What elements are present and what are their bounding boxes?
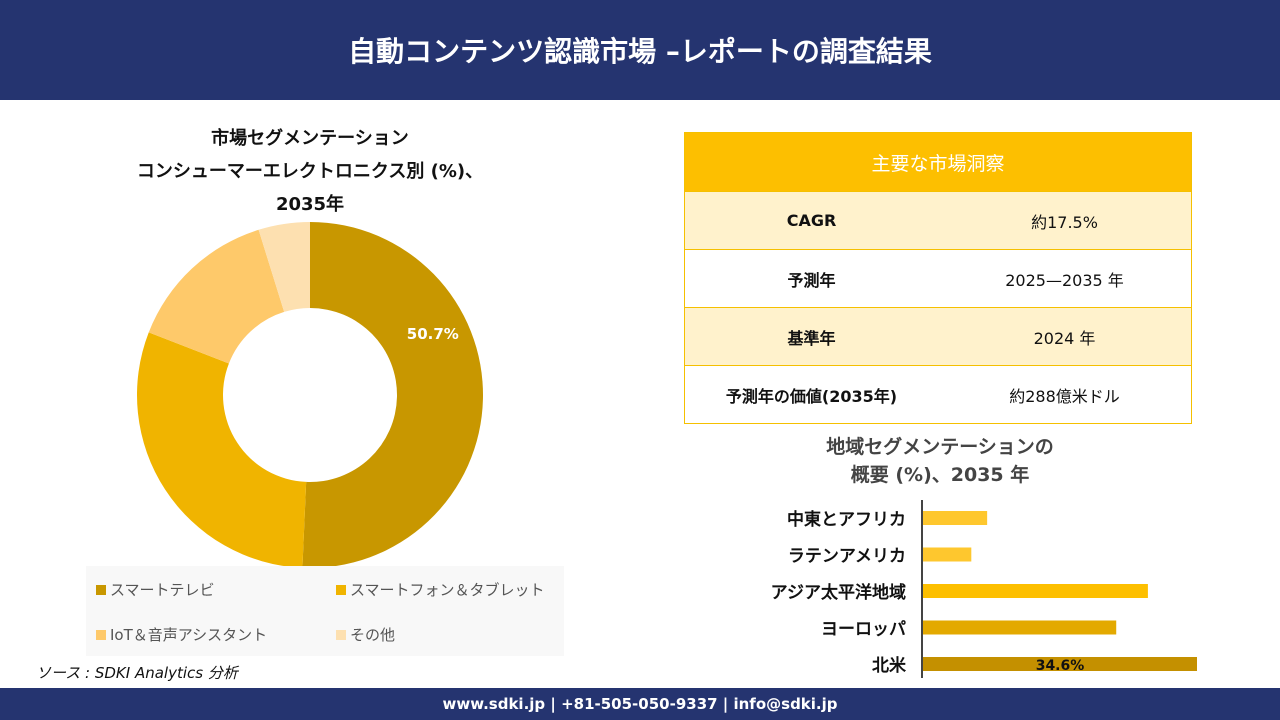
legend-label: スマートテレビ (110, 581, 215, 599)
pie-title-line: コンシューマーエレクトロニクス別 (%)、 (136, 161, 484, 182)
page-footer: www.sdki.jp | +81-505-050-9337 | info@sd… (0, 688, 1280, 720)
table-row: 予測年の価値(2035年) 約288億米ドル (685, 365, 1191, 423)
legend-swatch (336, 629, 346, 640)
pie-title: 市場セグメンテーション コンシューマーエレクトロニクス別 (%)、 2035年 (100, 122, 520, 221)
legend-swatch (96, 584, 106, 595)
legend-item: その他 (336, 624, 395, 645)
legend-swatch (336, 584, 346, 595)
legend-item: スマートフォン＆タブレット (336, 579, 545, 600)
legend-item: スマートテレビ (96, 579, 215, 600)
legend-label: その他 (350, 626, 396, 644)
donut-slice (302, 222, 483, 568)
table-row: 予測年 2025—2035 年 (685, 249, 1191, 307)
bar-title: 地域セグメンテーションの 概要 (%)、2035 年 (760, 433, 1120, 489)
bar (923, 511, 988, 525)
donut-chart: 50.7% (136, 222, 483, 568)
row-label: 予測年の価値(2035年) (725, 386, 898, 406)
row-value: 2024 年 (1033, 328, 1096, 348)
legend-swatch (96, 629, 106, 640)
insights-table: 主要な市場洞察 CAGR 約17.5% 予測年 2025—2035 年 基準年 202… (684, 132, 1192, 424)
row-value: 約17.5% (1031, 212, 1098, 232)
pie-title-line: 2035年 (275, 194, 345, 215)
pie-title-line: 市場セグメンテーション (211, 128, 409, 149)
row-value: 2025—2035 年 (1005, 270, 1124, 290)
legend-item: IoT＆音声アシスタント (96, 624, 267, 645)
bar (923, 584, 1148, 598)
insights-title: 主要な市場洞察 (685, 133, 1191, 191)
bar-category-label: アジア太平洋地域 (771, 582, 906, 603)
donut-slice (148, 229, 285, 364)
slice-label: 50.7% (407, 325, 459, 343)
pie-legend: スマートテレビ スマートフォン＆タブレット IoT＆音声アシスタント その他 (86, 566, 564, 656)
row-value: 約288億米ドル (1009, 386, 1120, 406)
bar-category-label: ラテンアメリカ (788, 547, 906, 567)
row-label: CAGR (786, 211, 837, 230)
table-row: 基準年 2024 年 (685, 307, 1191, 365)
legend-label: スマートフォン＆タブレット (350, 581, 545, 599)
bar-category-label: 中東とアフリカ (787, 509, 906, 530)
bar (923, 657, 1197, 671)
legend-label: IoT＆音声アシスタント (110, 626, 268, 644)
bar-title-line: 概要 (%)、2035 年 (850, 464, 1030, 486)
footer-contact: www.sdki.jp | +81-505-050-9337 | info@sd… (442, 695, 838, 713)
bar (923, 620, 1117, 635)
bar-category-label: 北米 (872, 655, 907, 676)
bar-data-label: 34.6% (1036, 658, 1085, 674)
bar-category-label: ヨーロッパ (821, 620, 906, 640)
row-label: 予測年 (787, 270, 836, 290)
donut-slice (258, 222, 310, 312)
donut-slice (136, 332, 307, 568)
page-header: 自動コンテンツ認識市場 –レポートの調査結果 (0, 0, 1280, 100)
table-row: CAGR 約17.5% (685, 191, 1191, 249)
source-note: ソース : SDKI Analytics 分析 (36, 664, 238, 682)
page-title: 自動コンテンツ認識市場 –レポートの調査結果 (348, 35, 932, 68)
bar-title-line: 地域セグメンテーションの (826, 436, 1054, 458)
row-label: 基準年 (787, 328, 836, 348)
bar (923, 547, 972, 562)
